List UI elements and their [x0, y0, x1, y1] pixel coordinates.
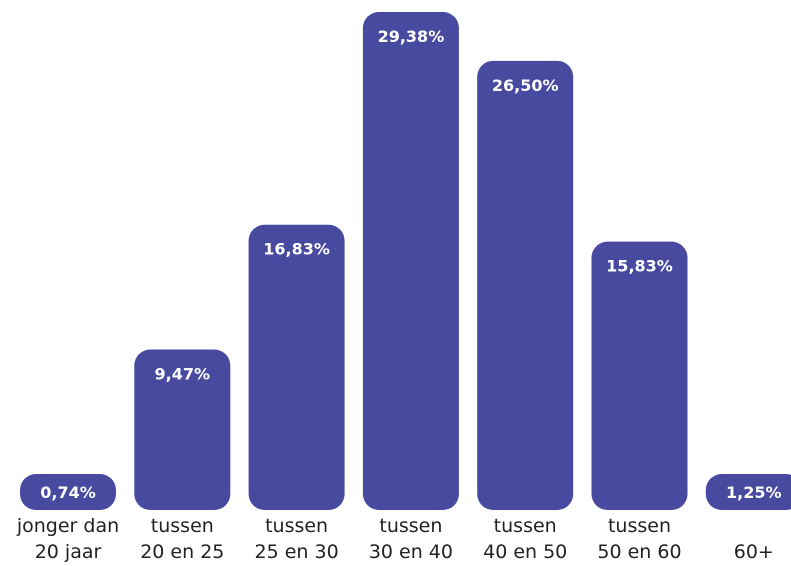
x-tick-label: tussen 20 en 25 [140, 515, 224, 563]
x-tick-label: tussen 50 en 60 [597, 515, 681, 563]
value-label: 0,74% [40, 483, 96, 502]
bar [134, 349, 231, 510]
bar [705, 474, 791, 510]
value-label: 15,83% [606, 257, 673, 276]
x-tick-label: tussen 30 en 40 [369, 515, 453, 563]
value-label: 29,38% [378, 27, 445, 46]
bar [248, 224, 345, 510]
x-tick-label: tussen 25 en 30 [255, 515, 339, 563]
x-tick-label: jonger dan 20 jaar [16, 515, 119, 563]
bar [591, 241, 688, 511]
value-label: 16,83% [263, 240, 330, 259]
x-tick-label: tussen 40 en 50 [483, 515, 567, 563]
bar [477, 60, 574, 510]
bar [20, 474, 116, 510]
value-label: 26,50% [492, 76, 559, 95]
x-tick-label: 60+ [734, 541, 774, 563]
value-label: 9,47% [155, 364, 211, 383]
bar [362, 12, 459, 510]
value-label: 1,25% [726, 483, 782, 502]
